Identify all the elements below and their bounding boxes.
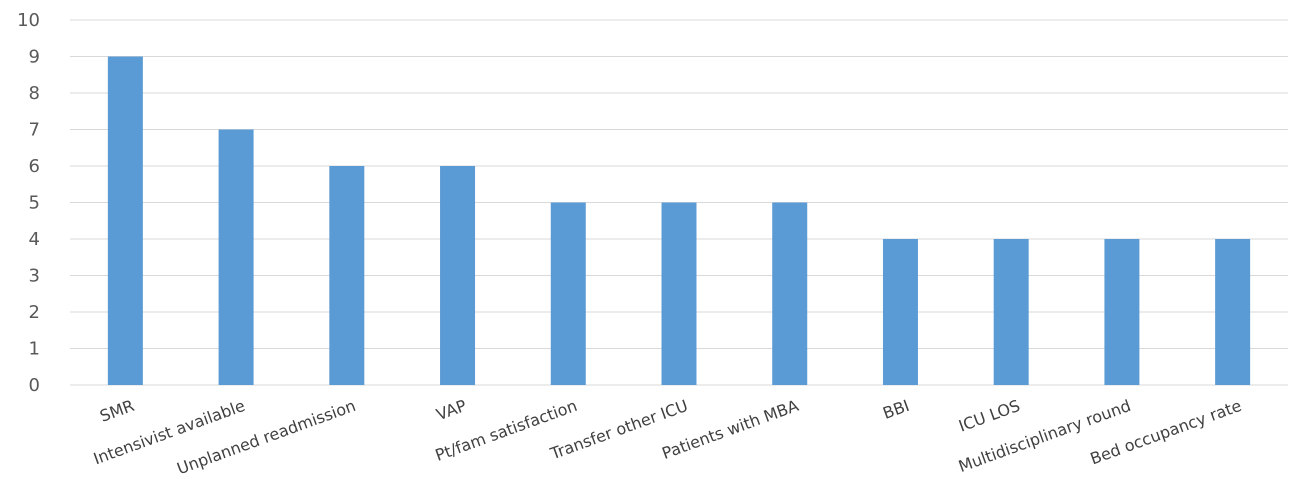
bar-5 [550,202,586,385]
category-label: Unplanned readmission [174,396,358,478]
y-axis-tick-labels: 0 1 2 3 4 5 6 7 8 9 10 [17,10,40,396]
category-label: BBI [880,396,912,423]
y-tick-label: 3 [29,266,40,287]
bar-1 [107,56,143,385]
bar-9 [993,239,1029,385]
y-tick-label: 7 [29,120,40,141]
category-label: SMR [97,396,136,426]
bar-11 [1215,239,1251,385]
bar-3 [329,166,365,385]
y-tick-label: 8 [29,83,40,104]
bar-4 [440,166,476,385]
bar-7 [772,202,808,385]
y-tick-label: 9 [29,47,40,68]
category-label: VAP [434,396,470,424]
category-label: ICU LOS [956,396,1022,436]
y-tick-label: 2 [29,302,40,323]
y-tick-label: 10 [17,10,40,31]
y-tick-label: 1 [29,339,40,360]
y-tick-label: 6 [29,156,40,177]
y-tick-label: 4 [29,229,40,250]
bar-6 [661,202,697,385]
bar-8 [882,239,918,385]
y-tick-label: 0 [29,375,40,396]
bar-10 [1104,239,1140,385]
y-tick-label: 5 [29,193,40,214]
bars [107,56,1251,385]
bar-2 [218,129,254,385]
